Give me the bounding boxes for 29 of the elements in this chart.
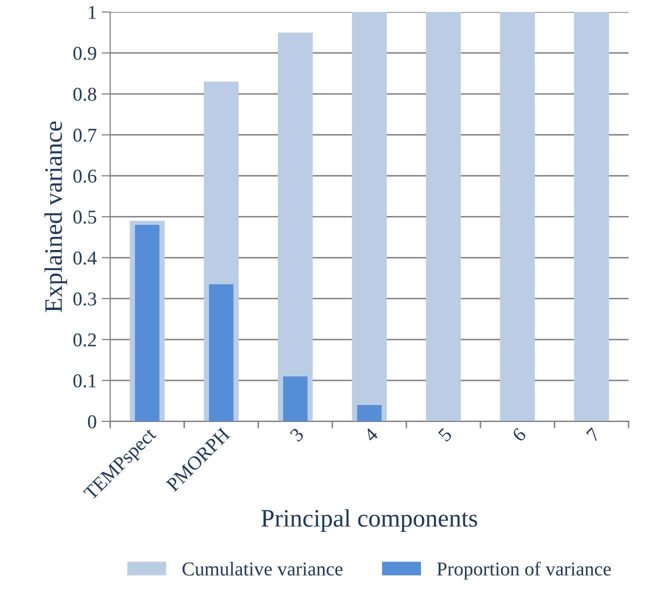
y-tick-label: 0.3 [73, 292, 96, 306]
bar [209, 284, 234, 422]
y-tick-label: 0.1 [73, 374, 96, 388]
y-tick-label: 0.2 [73, 333, 96, 347]
legend-label: Cumulative variance [182, 562, 342, 576]
bar [278, 32, 313, 422]
y-tick-label: 0.6 [73, 170, 96, 183]
y-tick-label: 0.5 [73, 210, 96, 224]
bar [357, 405, 382, 422]
bar [283, 376, 308, 422]
x-tick-label: 4 [363, 426, 379, 442]
bar [574, 12, 609, 422]
y-tick-label: 0.4 [73, 251, 97, 265]
bar [426, 12, 461, 422]
bar [134, 224, 160, 422]
x-axis-title: Principal components [261, 509, 478, 532]
y-tick-label: 1 [88, 6, 96, 19]
y-tick-label: 0 [88, 415, 96, 428]
bar [352, 12, 387, 422]
y-tick-label: 0.9 [73, 46, 96, 60]
bar [500, 12, 535, 422]
x-tick-label: 3 [290, 427, 304, 442]
legend-label: Proportion of variance [437, 562, 611, 580]
x-tick-label: 5 [438, 427, 453, 442]
x-tick-label: 7 [586, 427, 601, 442]
x-tick-label: 6 [512, 427, 527, 442]
y-tick-label: 0.8 [73, 88, 96, 101]
y-axis-title: Explained variance [44, 121, 68, 312]
y-tick-label: 0.7 [73, 128, 96, 142]
